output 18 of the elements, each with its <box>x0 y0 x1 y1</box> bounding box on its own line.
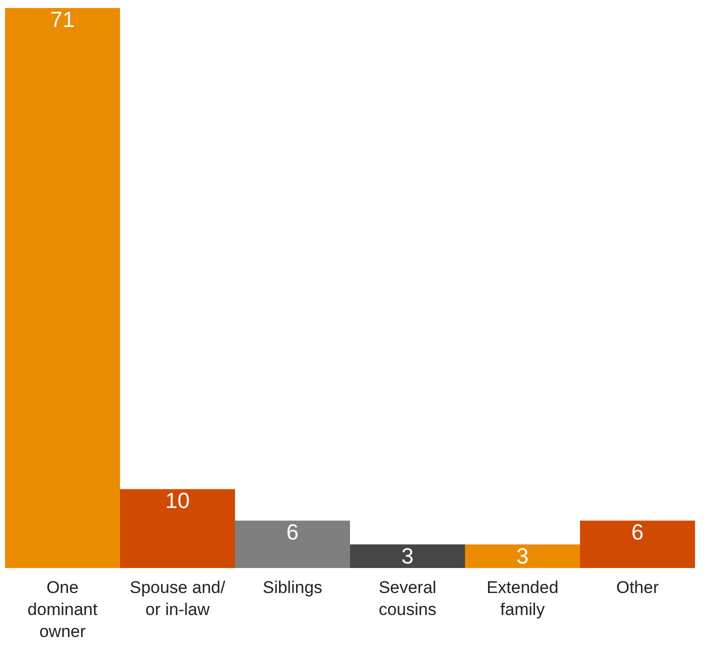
bar <box>5 8 120 568</box>
x-tick-label: Spouse and/or in-law <box>130 578 226 619</box>
data-label: 10 <box>165 488 190 514</box>
data-label: 71 <box>50 7 75 32</box>
x-tick-label: Other <box>616 578 660 597</box>
data-label: 6 <box>631 520 644 545</box>
bar <box>465 544 580 568</box>
bar <box>120 489 235 568</box>
data-label: 3 <box>401 543 414 568</box>
data-label: 6 <box>286 520 299 545</box>
x-tick-label: Extended family <box>486 578 558 619</box>
x-tick-label: One dominant owner <box>28 578 98 641</box>
x-tick-label: Several cousins <box>378 578 436 619</box>
data-label: 3 <box>516 543 529 568</box>
x-tick-label: Siblings <box>262 578 322 597</box>
bar <box>580 520 695 568</box>
bar <box>350 544 465 568</box>
bar <box>235 520 350 568</box>
